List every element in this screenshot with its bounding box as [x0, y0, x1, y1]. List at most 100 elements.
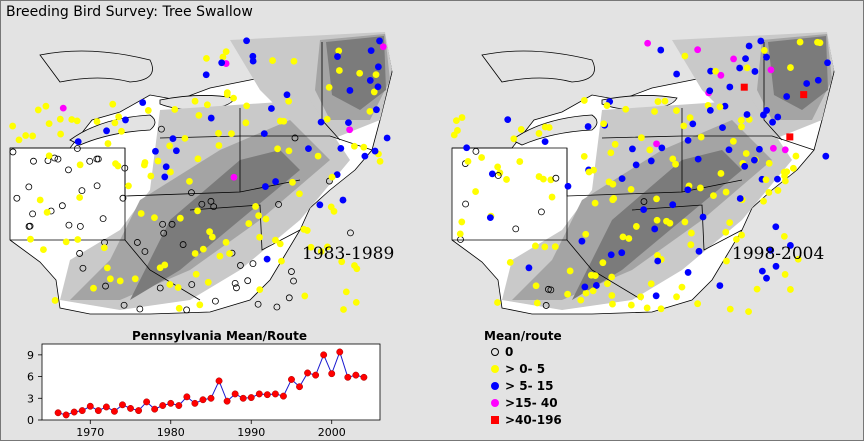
route-point — [243, 37, 250, 45]
route-point — [611, 140, 619, 148]
route-point — [687, 229, 695, 237]
data-point — [143, 398, 151, 406]
route-point — [62, 238, 70, 246]
route-point — [580, 97, 588, 104]
route-point — [666, 219, 674, 227]
route-point — [472, 147, 480, 155]
route-point — [43, 208, 51, 216]
route-point — [176, 214, 184, 222]
data-point — [271, 390, 279, 398]
route-point — [175, 304, 183, 312]
route-point — [74, 138, 82, 146]
route-point — [242, 119, 250, 127]
route-point — [531, 242, 539, 250]
route-point — [510, 135, 518, 143]
red-square-icon — [491, 416, 499, 424]
route-point — [673, 70, 681, 78]
route-point — [463, 144, 471, 152]
route-point — [57, 130, 64, 138]
route-point — [339, 196, 347, 204]
route-point — [352, 298, 360, 306]
x-tick-label: 1990 — [237, 426, 265, 439]
route-point — [9, 148, 17, 156]
route-point — [45, 152, 53, 160]
route-point — [139, 99, 147, 106]
route-point — [228, 130, 235, 137]
route-point — [725, 146, 733, 154]
route-point — [230, 173, 238, 181]
route-point — [503, 176, 510, 183]
route-point — [45, 120, 53, 128]
route-point — [273, 303, 281, 311]
route-point — [582, 289, 590, 297]
route-point — [669, 155, 677, 163]
route-point — [317, 248, 325, 255]
route-point — [629, 145, 636, 153]
route-point — [26, 222, 34, 230]
route-point — [637, 134, 645, 142]
route-point — [215, 142, 223, 149]
route-point — [653, 216, 661, 224]
route-point — [194, 155, 202, 163]
data-point — [352, 371, 360, 379]
data-point — [70, 408, 78, 416]
route-point — [681, 52, 689, 60]
route-point — [584, 123, 592, 130]
route-point — [154, 157, 162, 165]
route-point — [780, 168, 788, 176]
route-point — [15, 136, 23, 144]
route-point — [255, 212, 263, 219]
route-point — [278, 257, 285, 265]
route-point — [231, 280, 239, 287]
route-point — [122, 116, 129, 124]
route-point — [65, 221, 73, 229]
data-point — [344, 373, 352, 381]
route-point — [684, 269, 692, 276]
route-point — [772, 223, 780, 231]
route-point — [517, 126, 525, 133]
route-point — [603, 102, 611, 109]
route-point — [179, 241, 187, 248]
route-point — [109, 100, 117, 108]
route-point — [717, 170, 725, 177]
route-point — [162, 163, 170, 171]
route-point — [589, 287, 597, 295]
blue-circle-icon — [491, 382, 499, 390]
route-point — [654, 251, 661, 259]
route-point — [763, 53, 770, 61]
route-point — [694, 155, 702, 163]
route-point — [338, 258, 346, 266]
route-point — [337, 144, 345, 152]
route-point — [188, 281, 196, 288]
route-point — [541, 138, 549, 146]
route-point — [796, 38, 804, 46]
route-point — [717, 71, 725, 79]
route-point — [103, 127, 110, 135]
route-point — [263, 255, 271, 263]
route-point — [249, 52, 257, 60]
period-label-right: 1998-2004 — [732, 244, 825, 264]
route-point — [222, 48, 230, 56]
route-point — [619, 233, 627, 241]
route-point — [608, 292, 616, 299]
route-point — [167, 168, 174, 176]
route-point — [712, 67, 719, 75]
data-point — [320, 351, 328, 359]
route-point — [622, 105, 630, 113]
route-point — [191, 97, 199, 105]
route-point — [644, 39, 652, 47]
route-point — [121, 164, 129, 172]
route-point — [141, 248, 149, 255]
route-point — [115, 113, 123, 121]
data-point — [62, 411, 70, 419]
route-point — [323, 115, 331, 123]
figure-title: Breeding Bird Survey: Tree Swallow — [6, 4, 253, 20]
route-point — [13, 194, 21, 202]
data-point — [94, 407, 102, 415]
route-point — [301, 292, 309, 300]
route-point — [604, 280, 611, 288]
route-point — [335, 67, 343, 74]
route-point — [285, 294, 293, 302]
route-point — [136, 305, 144, 313]
route-point — [512, 225, 520, 233]
